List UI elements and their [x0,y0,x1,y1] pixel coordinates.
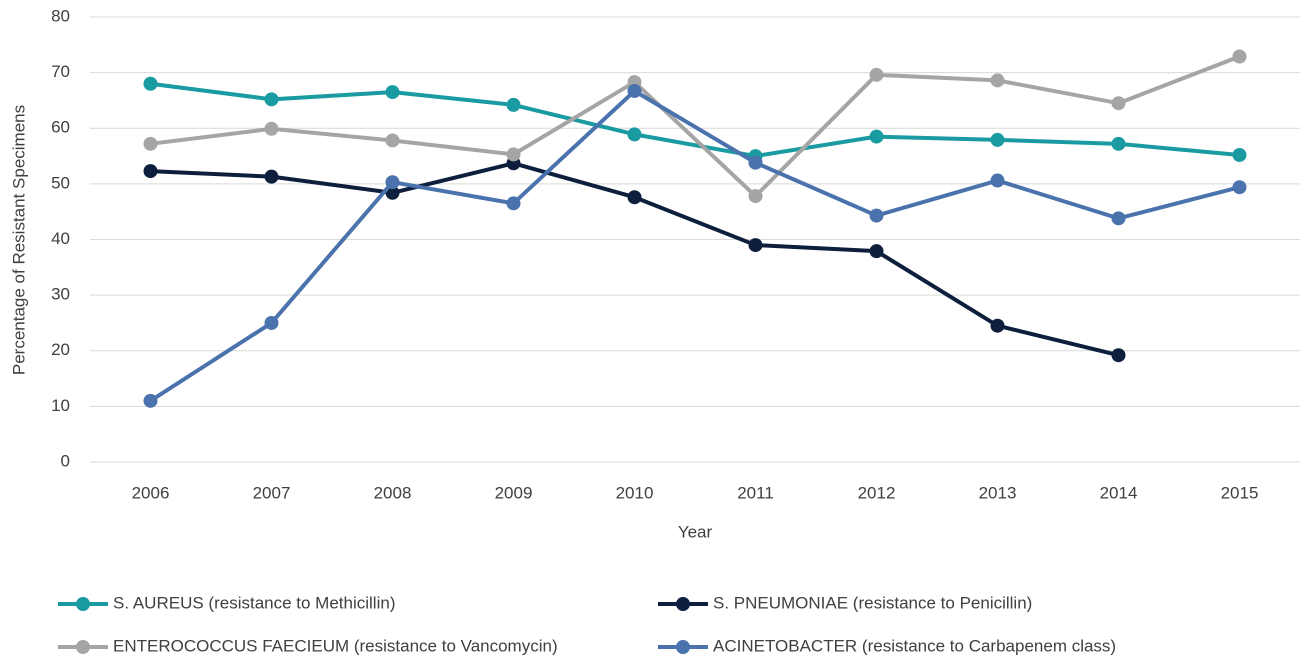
data-point [143,136,158,151]
x-tick-label: 2011 [737,483,774,502]
data-point [1232,49,1247,64]
data-point [385,133,400,148]
y-tick-label: 20 [51,340,70,359]
x-tick-label: 2010 [616,483,654,502]
data-point [385,85,400,100]
x-tick-label: 2008 [374,483,412,502]
data-point [264,121,279,136]
legend-swatch-dot [676,640,690,654]
data-point [990,73,1005,88]
y-tick-label: 60 [51,118,70,137]
series-line [149,88,1240,403]
x-tick-label: 2012 [858,483,896,502]
data-point [869,208,884,223]
data-point [1232,147,1247,162]
data-point [869,129,884,144]
data-point [1111,96,1126,111]
data-point [990,173,1005,188]
legend-label: ENTEROCOCCUS FAECIEUM (resistance to Van… [113,636,558,655]
data-point [990,132,1005,147]
x-tick-label: 2007 [253,483,291,502]
legend-swatch-dot [76,597,90,611]
legend-label: S. AUREUS (resistance to Methicillin) [113,593,395,612]
data-point [506,196,521,211]
y-tick-label: 30 [51,285,70,304]
x-tick-label: 2013 [979,483,1017,502]
y-tick-label: 10 [51,396,70,415]
y-tick-label: 40 [51,229,70,248]
legend-label: S. PNEUMONIAE (resistance to Penicillin) [713,593,1032,612]
data-point [869,67,884,82]
legend-swatch-dot [676,597,690,611]
data-point [506,97,521,112]
series-line [150,81,1240,159]
x-tick-label: 2009 [495,483,533,502]
data-point [627,83,642,98]
y-tick-label: 50 [51,173,70,192]
data-point [143,393,158,408]
y-tick-label: 70 [51,62,70,81]
legend-label: ACINETOBACTER (resistance to Carbapenem … [713,636,1116,655]
x-tick-label: 2015 [1221,483,1259,502]
data-point [748,189,763,204]
data-point [1111,136,1126,151]
data-point [1111,211,1126,226]
data-point [1232,180,1247,195]
data-point [748,238,763,253]
legend-swatch-dot [76,640,90,654]
data-point [264,315,279,330]
data-point [264,92,279,107]
data-point [143,76,158,91]
data-point [627,190,642,205]
y-tick-label: 80 [51,6,70,25]
x-axis-title: Year [678,522,713,541]
data-point [385,175,400,190]
data-point [990,318,1005,333]
data-point [1111,348,1126,363]
x-tick-label: 2014 [1100,483,1138,502]
y-tick-label: 0 [61,451,70,470]
data-point [627,127,642,142]
data-point [264,169,279,184]
x-tick-label: 2006 [132,483,170,502]
series-line [150,54,1241,199]
y-axis-title: Percentage of Resistant Specimens [9,105,28,375]
data-point [869,244,884,259]
data-point [748,155,763,170]
data-point [143,164,158,179]
data-point [506,147,521,162]
